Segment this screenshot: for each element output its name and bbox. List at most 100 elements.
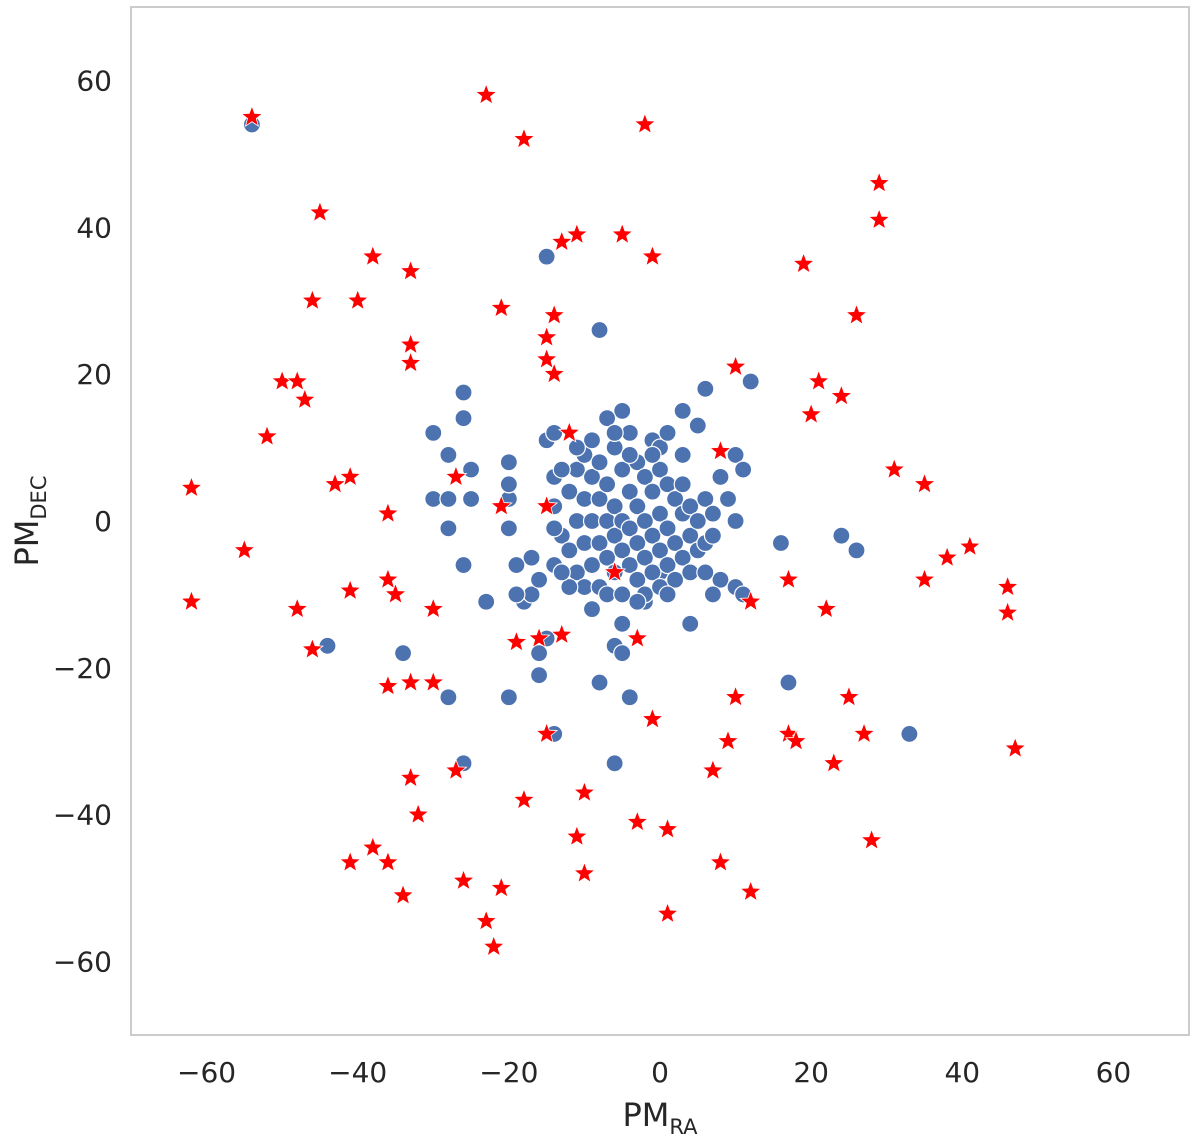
star-point	[179, 475, 204, 498]
circle-point	[658, 423, 677, 442]
circle-series	[242, 115, 919, 773]
star-point	[572, 780, 596, 803]
x-tick-label: 0	[651, 1056, 669, 1089]
star-point	[361, 835, 385, 858]
star-point	[361, 244, 385, 267]
star-point	[474, 82, 498, 105]
star-point	[716, 729, 740, 752]
circle-point	[711, 570, 730, 589]
circle-point	[658, 585, 677, 604]
circle-point	[499, 453, 518, 472]
circle-point	[832, 526, 851, 545]
star-point	[421, 670, 445, 693]
circle-point	[552, 563, 571, 582]
x-tick-labels: −60 −40 −20 0 20 40 60	[177, 1056, 1131, 1089]
star-point	[572, 861, 596, 884]
circle-point	[741, 372, 760, 391]
star-point	[391, 883, 415, 906]
star-point	[739, 589, 763, 612]
circle-point	[718, 489, 738, 509]
circle-point	[635, 511, 654, 531]
circle-point	[582, 431, 602, 450]
circle-point	[703, 504, 723, 523]
circle-point	[597, 475, 617, 494]
circle-point	[582, 511, 602, 531]
circle-point	[605, 526, 624, 545]
circle-point	[681, 563, 700, 582]
circle-point	[620, 423, 639, 442]
plot-frame	[130, 6, 1190, 1036]
star-point	[625, 809, 649, 832]
star-point	[308, 200, 332, 223]
circle-point	[605, 754, 624, 773]
star-point	[376, 567, 400, 590]
star-point	[376, 674, 400, 697]
y-tick-label: 60	[76, 64, 112, 97]
star-point	[240, 104, 264, 127]
circle-point	[681, 614, 700, 633]
star-point	[399, 350, 423, 373]
circle-point	[613, 644, 632, 663]
star-point	[708, 850, 733, 873]
star-point	[527, 626, 551, 649]
circle-point	[439, 688, 458, 707]
star-point	[444, 464, 468, 487]
circle-point	[552, 460, 571, 479]
circle-point	[643, 526, 662, 545]
circle-point	[620, 519, 639, 538]
star-point	[323, 472, 347, 495]
circle-point	[461, 460, 481, 479]
star-point	[300, 288, 324, 311]
circle-point	[529, 666, 549, 685]
star-point	[383, 582, 408, 605]
circle-point	[597, 548, 617, 567]
star-point	[512, 787, 536, 810]
star-point	[860, 828, 884, 851]
star-point	[338, 850, 362, 873]
circle-point	[545, 423, 564, 442]
star-point	[814, 596, 838, 619]
x-tick-label: −40	[328, 1056, 387, 1089]
circle-point	[567, 438, 586, 457]
star-point	[776, 567, 801, 590]
circle-point	[635, 467, 654, 487]
circle-point	[613, 585, 632, 604]
star-point	[996, 574, 1020, 597]
circle-point	[590, 453, 609, 472]
circle-point	[439, 489, 458, 509]
circle-point	[620, 555, 639, 575]
star-point	[399, 332, 423, 355]
star-point	[640, 244, 664, 267]
circle-point	[643, 482, 662, 501]
circle-point	[696, 489, 715, 509]
star-point	[867, 171, 891, 194]
circle-point	[537, 247, 556, 266]
circle-point	[590, 533, 609, 553]
circle-point	[703, 526, 723, 545]
x-tick-label: 60	[1096, 1056, 1132, 1089]
star-point	[640, 707, 664, 730]
star-point	[285, 596, 309, 619]
star-point	[399, 765, 423, 788]
star-point	[656, 901, 680, 924]
circle-point	[628, 497, 647, 516]
circle-point	[681, 497, 700, 516]
circle-point	[522, 548, 541, 567]
star-series	[179, 82, 1027, 957]
star-point	[724, 354, 748, 377]
circle-point	[507, 585, 526, 604]
circle-point	[666, 570, 685, 589]
star-point	[542, 361, 566, 384]
circle-point	[597, 585, 617, 604]
star-point	[996, 600, 1020, 623]
circle-point	[567, 511, 586, 531]
x-tick-label: −20	[479, 1056, 538, 1089]
star-point	[656, 817, 680, 840]
star-point	[535, 325, 559, 348]
circle-point	[900, 724, 919, 744]
star-point	[958, 534, 982, 557]
star-point	[535, 721, 559, 744]
circle-point	[560, 482, 579, 501]
circle-point	[688, 511, 707, 531]
